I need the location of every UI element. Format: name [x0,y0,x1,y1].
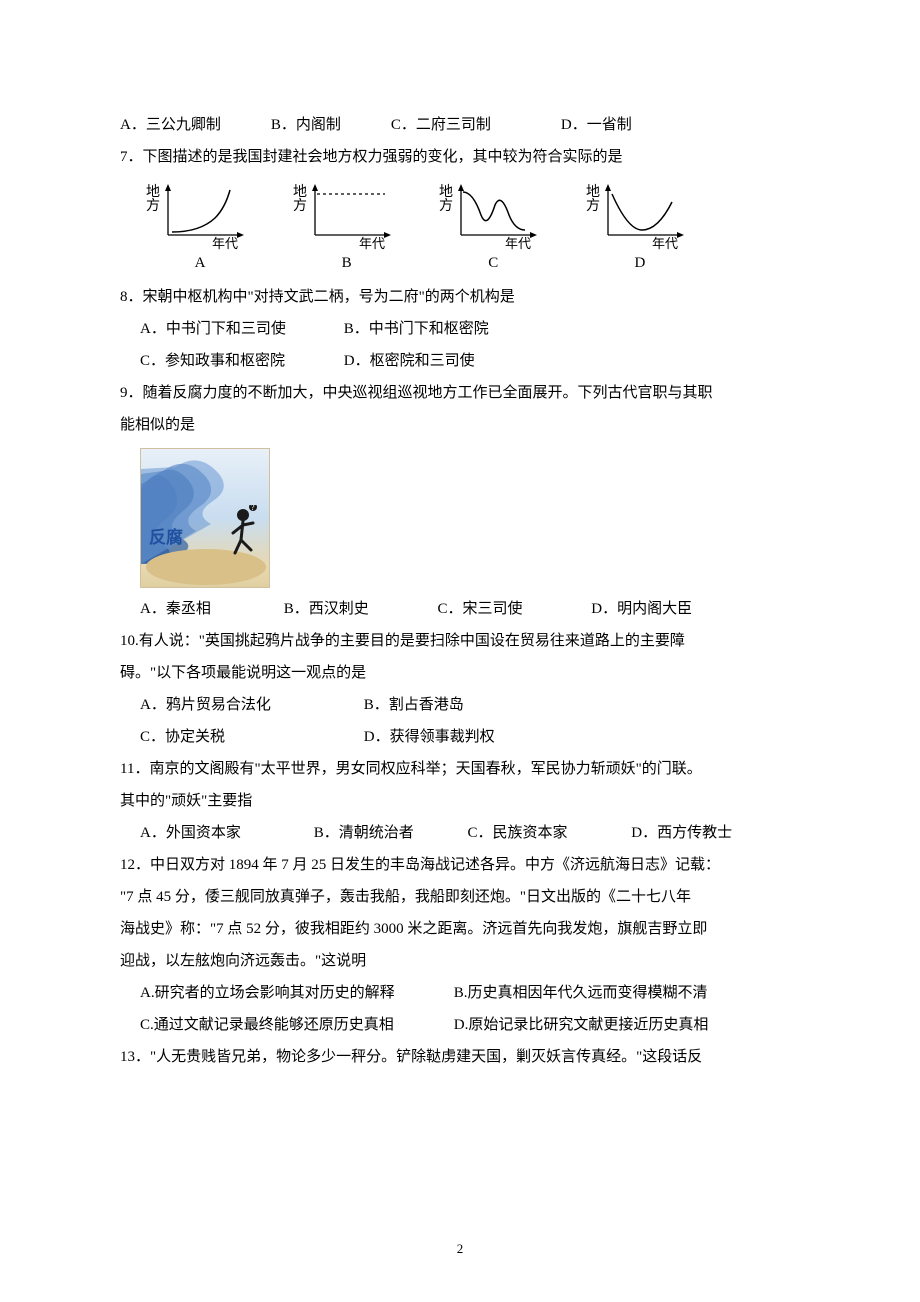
q9-b: B．西汉刺史 [284,594,434,624]
chart-d-svg: 地 方 年代 [580,180,700,250]
chart-b-label: B [342,248,352,278]
y-label-bot: 方 [146,198,160,214]
y-label-top: 地 [146,184,160,200]
q12-l3: 海战史》称："7 点 52 分，彼我相距约 3000 米之距离。济远首先向我发炮… [120,914,800,944]
q12-l2: "7 点 45 分，倭三舰同放真弹子，轰击我船，我船即刻还炮。"日文出版的《二十… [120,882,800,912]
chart-d: 地 方 年代 D [580,180,700,278]
q11-stem1: 11．南京的文阁殿有"太平世界，男女同权应科举；天国春秋，军民协力斩顽妖"的门联… [120,754,800,784]
q9-image: ? 反腐 [140,448,270,588]
chart-b: 地 方 年代 B [287,180,407,278]
q7-charts: 地 方 年代 A 地 方 年代 B 地 方 [140,180,700,278]
chart-a-label: A [195,248,206,278]
q12-d: D.原始记录比研究文献更接近历史真相 [454,1017,709,1033]
svg-text:年代: 年代 [652,236,678,250]
q12-b: B.历史真相因年代久远而变得模糊不清 [454,985,708,1001]
q12-l1: 12．中日双方对 1894 年 7 月 25 日发生的丰岛海战记述各异。中方《济… [120,850,800,880]
q6-opt-a: A．三公九卿制 [120,110,221,140]
q11-d: D．西方传教士 [631,825,732,841]
q9-stem1: 9．随着反腐力度的不断加大，中央巡视组巡视地方工作已全面展开。下列古代官职与其职 [120,378,800,408]
svg-text:方: 方 [586,198,600,214]
q12-row1: A.研究者的立场会影响其对历史的解释 B.历史真相因年代久远而变得模糊不清 [140,978,800,1008]
q6-options: A．三公九卿制 B．内阁制 C．二府三司制 D．一省制 [120,110,800,140]
q10-a: A．鸦片贸易合法化 [140,690,360,720]
q11-options: A．外国资本家 B．清朝统治者 C．民族资本家 D．西方传教士 [140,818,800,848]
q7-stem: 7．下图描述的是我国封建社会地方权力强弱的变化，其中较为符合实际的是 [120,142,800,172]
q8-d: D．枢密院和三司使 [344,353,475,369]
q11-c: C．民族资本家 [468,818,628,848]
q10-row2: C．协定关税 D．获得领事裁判权 [140,722,800,752]
q9-c: C．宋三司使 [438,594,588,624]
svg-text:地: 地 [586,184,600,200]
q9-d: D．明内阁大臣 [591,601,692,617]
q11-stem2: 其中的"顽妖"主要指 [120,786,800,816]
q10-d: D．获得领事裁判权 [364,729,495,745]
q9-a: A．秦丞相 [140,594,280,624]
q12-row2: C.通过文献记录最终能够还原历史真相 D.原始记录比研究文献更接近历史真相 [140,1010,800,1040]
q8-stem: 8．宋朝中枢机构中"对持文武二柄，号为二府"的两个机构是 [120,282,800,312]
chart-d-label: D [635,248,646,278]
q6-opt-d: D．一省制 [561,110,632,140]
chart-c-label: C [488,248,498,278]
svg-text:?: ? [251,505,255,512]
page-number: 2 [457,1236,464,1262]
chart-b-svg: 地 方 年代 [287,180,407,250]
q10-row1: A．鸦片贸易合法化 B．割占香港岛 [140,690,800,720]
q13-stem: 13．"人无贵贱皆兄弟，物论多少一秤分。铲除鞑虏建天国，剿灭妖言传真经。"这段话… [120,1042,800,1072]
q9-stem2: 能相似的是 [120,410,800,440]
q10-stem2: 碍。"以下各项最能说明这一观点的是 [120,658,800,688]
q12-c: C.通过文献记录最终能够还原历史真相 [140,1010,450,1040]
q9-options: A．秦丞相 B．西汉刺史 C．宋三司使 D．明内阁大臣 [140,594,800,624]
q11-b: B．清朝统治者 [314,818,464,848]
running-figure-icon: ? [223,505,263,565]
chart-a-svg: 地 方 年代 [140,180,260,250]
svg-text:年代: 年代 [359,236,385,250]
q10-b: B．割占香港岛 [364,697,464,713]
svg-text:方: 方 [293,198,307,214]
x-label: 年代 [212,236,238,250]
q8-row1: A．中书门下和三司使 B．中书门下和枢密院 [140,314,800,344]
q6-opt-b: B．内阁制 [271,110,341,140]
q8-row2: C．参知政事和枢密院 D．枢密院和三司使 [140,346,800,376]
svg-text:地: 地 [293,184,307,200]
q8-c: C．参知政事和枢密院 [140,346,340,376]
q12-a: A.研究者的立场会影响其对历史的解释 [140,978,450,1008]
chart-c: 地 方 年代 C [433,180,553,278]
q10-stem1: 10.有人说："英国挑起鸦片战争的主要目的是要扫除中国设在贸易往来道路上的主要障 [120,626,800,656]
q8-a: A．中书门下和三司使 [140,314,340,344]
q8-b: B．中书门下和枢密院 [344,321,489,337]
svg-text:地: 地 [439,184,453,200]
svg-text:方: 方 [439,198,453,214]
svg-text:年代: 年代 [505,236,531,250]
q10-c: C．协定关税 [140,722,360,752]
q9-image-text: 反腐 [149,521,183,555]
chart-a: 地 方 年代 A [140,180,260,278]
q6-opt-c: C．二府三司制 [391,110,491,140]
q11-a: A．外国资本家 [140,818,310,848]
chart-c-svg: 地 方 年代 [433,180,553,250]
q12-l4: 迎战，以左舷炮向济远轰击。"这说明 [120,946,800,976]
